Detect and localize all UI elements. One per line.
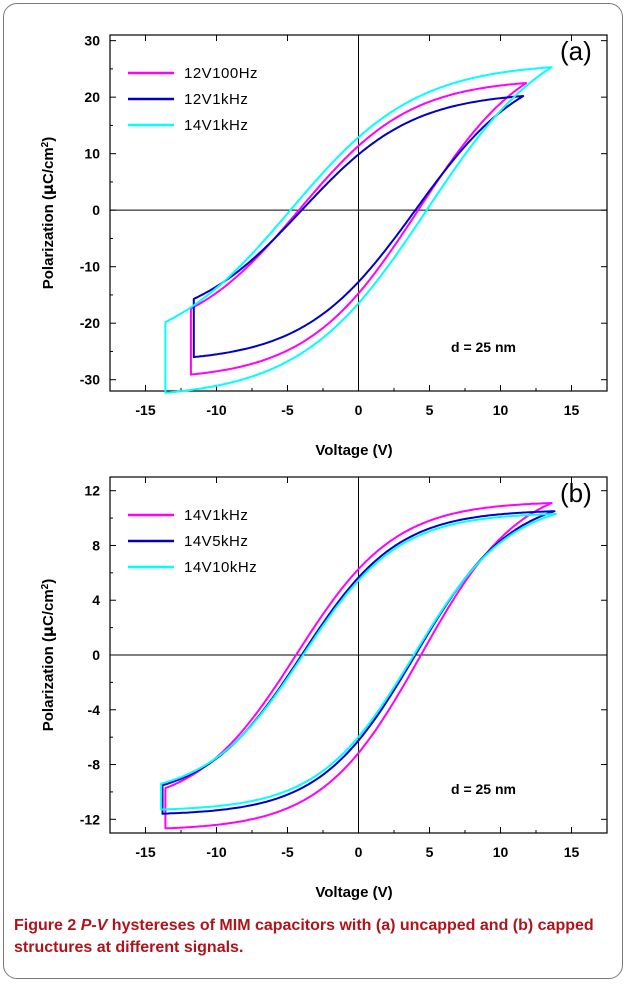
hysteresis-curve-12v1khz [192,95,525,359]
figure-caption: Figure 2 P-V hystereses of MIM capacitor… [14,915,614,959]
tick-marks-a [110,35,607,391]
x-tick-labels-a: -15 -10 -5 0 5 10 15 [135,402,579,418]
y-tick-labels-a: -30 -20 -10 0 10 20 30 [80,33,100,388]
x-tick-label: 15 [564,844,580,860]
zero-axes-a [110,35,607,391]
x-tick-labels-b: -15 -10 -5 0 5 10 15 [135,844,579,860]
tick-marks-b [110,477,607,833]
x-tick-label: -10 [206,402,226,418]
figure-frame [3,3,623,979]
hysteresis-curve-14v10khz [160,513,557,811]
x-tick-label: -5 [281,402,294,418]
y-tick-label: 0 [92,202,100,218]
x-tick-label: -10 [206,844,226,860]
y-tick-label: 12 [84,483,100,499]
caption-pv: P-V [80,917,108,934]
caption-figure-label: Figure 2 [14,917,77,934]
y-axis-label-b: Polarization (μC/cm2) [39,579,57,731]
y-tick-label: 0 [92,647,100,663]
legend-entry: 14V1kHz [184,117,248,134]
hysteresis-curve-14v1khz [164,66,553,394]
y-tick-label: -10 [80,259,100,275]
x-tick-label: -15 [135,844,155,860]
zero-axes-b [110,477,607,833]
y-tick-label: -30 [80,372,100,388]
legend-entry: 14V5kHz [184,533,248,550]
caption-text: hystereses of MIM capacitors with (a) un… [14,917,594,956]
chart-panel-b: -15 -10 -5 0 5 10 15 -12 -8 -4 0 4 8 12 14V1kHz 14V5k… [39,476,608,901]
y-axis-label-a: Polarization (μC/cm2) [39,137,57,289]
x-tick-label: 5 [426,402,434,418]
hysteresis-curve-14v5khz [161,510,556,815]
y-tick-label: 20 [84,89,100,105]
x-axis-label-a: Voltage (V) [315,442,392,459]
x-tick-label: -5 [281,844,294,860]
panel-label-a: (a) [560,36,592,66]
legend-b: 14V1kHz 14V5kHz 14V10kHz [128,507,257,576]
x-tick-label: 0 [355,402,363,418]
y-tick-label: -8 [88,757,101,773]
y-tick-label: -4 [88,702,101,718]
x-tick-label: 10 [493,402,509,418]
legend-entry: 14V10kHz [184,559,257,576]
hysteresis-curve-14v1khz [164,502,553,830]
y-tick-labels-b: -12 -8 -4 0 4 8 12 [80,483,100,828]
x-tick-label: 15 [564,402,580,418]
legend-entry: 14V1kHz [184,507,248,524]
legend-entry: 12V1kHz [184,91,248,108]
y-tick-label: -20 [80,315,100,331]
x-tick-label: 10 [493,844,509,860]
x-tick-label: 5 [426,844,434,860]
thickness-annotation-a: d = 25 nm [451,339,516,355]
hysteresis-curve-12v100hz [189,82,528,376]
y-tick-label: 10 [84,146,100,162]
x-tick-label: 0 [355,844,363,860]
y-tick-label: 4 [92,592,100,608]
panel-label-b: (b) [560,478,592,508]
series-curves-a [164,66,553,394]
y-tick-label: 8 [92,537,100,553]
legend-a: 12V100Hz 12V1kHz 14V1kHz [128,65,258,134]
y-tick-label: 30 [84,33,100,49]
figure-svg: -15 -10 -5 0 5 10 15 -30 -20 -10 0 10 20 30 12V100Hz… [39,33,608,901]
x-axis-label-b: Voltage (V) [315,884,392,901]
x-tick-label: -15 [135,402,155,418]
series-curves-b [160,502,557,830]
legend-entry: 12V100Hz [184,65,258,82]
thickness-annotation-b: d = 25 nm [451,781,516,797]
chart-panel-a: -15 -10 -5 0 5 10 15 -30 -20 -10 0 10 20 30 12V100Hz… [39,33,608,459]
y-tick-label: -12 [80,811,100,827]
